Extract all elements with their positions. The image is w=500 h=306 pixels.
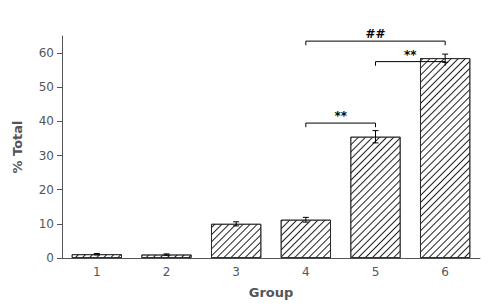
svg-text:Group: Group [249, 285, 294, 300]
svg-text:40: 40 [39, 114, 54, 128]
svg-text:60: 60 [39, 46, 54, 60]
svg-text:4: 4 [302, 265, 310, 279]
svg-text:2: 2 [163, 265, 171, 279]
svg-text:30: 30 [39, 149, 54, 163]
svg-text:**: ** [404, 48, 417, 62]
svg-text:% Total: % Total [10, 120, 25, 173]
svg-text:##: ## [365, 27, 385, 41]
svg-text:6: 6 [441, 265, 449, 279]
svg-text:10: 10 [39, 217, 54, 231]
svg-text:**: ** [334, 109, 347, 123]
svg-text:20: 20 [39, 183, 54, 197]
svg-text:50: 50 [39, 80, 54, 94]
svg-text:5: 5 [372, 265, 380, 279]
svg-text:0: 0 [46, 251, 54, 265]
svg-text:3: 3 [232, 265, 240, 279]
svg-text:1: 1 [93, 265, 101, 279]
